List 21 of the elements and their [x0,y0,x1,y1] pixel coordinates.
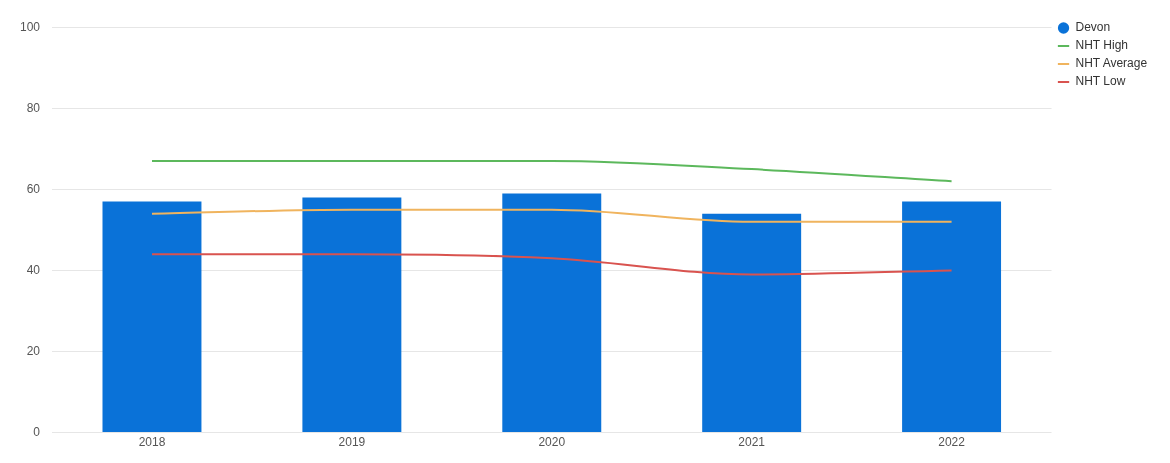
legend-label: NHT High [1075,38,1128,53]
y-tick-label: 0 [33,424,41,439]
y-tick-label: 60 [26,181,41,196]
bar [102,201,202,433]
y-tick-label: 20 [26,343,41,358]
y-tick-label: 80 [26,100,41,115]
x-tick-label: 2022 [938,435,966,450]
bar [502,193,602,433]
x-tick-label: 2018 [138,435,166,450]
legend-label: NHT Low [1075,74,1126,89]
bar [302,197,402,433]
y-tick-label: 100 [19,19,41,34]
x-tick-label: 2020 [538,435,566,450]
bar [702,213,802,433]
x-tick-label: 2019 [338,435,366,450]
bar [902,201,1002,433]
legend-label: Devon [1075,20,1111,35]
y-tick-label: 40 [26,262,41,277]
line-series [150,253,953,276]
x-tick-label: 2021 [738,435,766,450]
legend-label: NHT Average [1075,56,1148,71]
